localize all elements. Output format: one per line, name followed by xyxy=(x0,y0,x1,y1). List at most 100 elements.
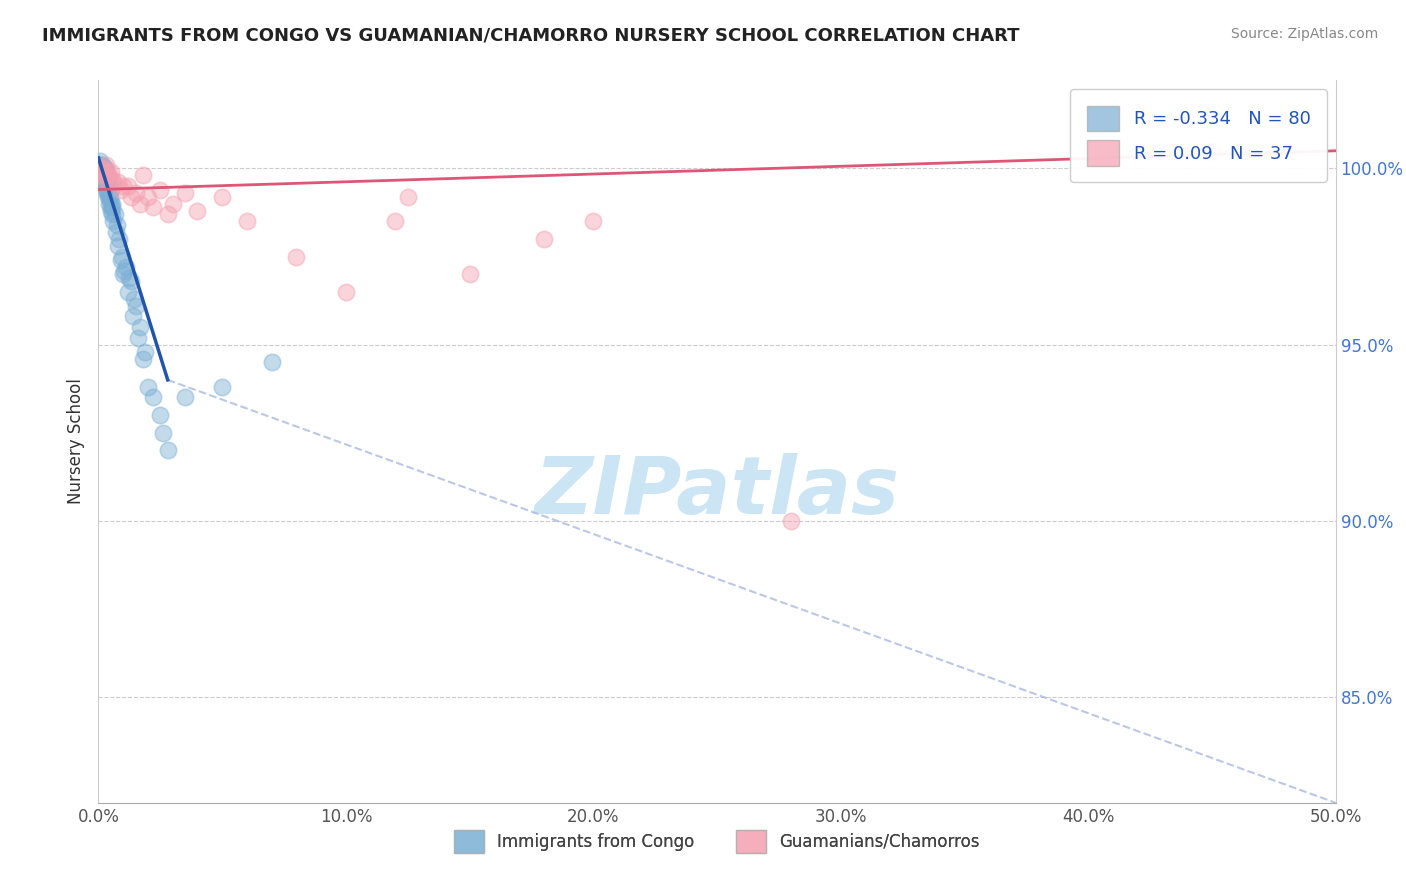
Point xyxy=(93,169,115,183)
Point xyxy=(396,189,419,203)
Point xyxy=(211,380,233,394)
Point xyxy=(93,176,115,190)
Point xyxy=(93,172,115,186)
Point xyxy=(101,172,124,186)
Point xyxy=(132,351,155,366)
Point xyxy=(103,214,125,228)
Point xyxy=(98,196,121,211)
Point xyxy=(101,196,124,211)
Point xyxy=(335,285,357,299)
Point xyxy=(124,292,146,306)
Point xyxy=(90,165,112,179)
Point xyxy=(780,514,803,528)
Point xyxy=(108,232,131,246)
Point xyxy=(152,425,174,440)
Point xyxy=(156,443,179,458)
Point xyxy=(93,165,115,179)
Point xyxy=(89,158,111,172)
Point xyxy=(89,161,111,176)
Point xyxy=(136,189,159,203)
Point xyxy=(96,172,118,186)
Point xyxy=(100,182,122,196)
Text: Source: ZipAtlas.com: Source: ZipAtlas.com xyxy=(1230,27,1378,41)
Point xyxy=(117,179,139,194)
Point xyxy=(142,200,165,214)
Point xyxy=(90,161,112,176)
Point xyxy=(90,165,112,179)
Point xyxy=(94,176,117,190)
Point xyxy=(156,207,179,221)
Point xyxy=(91,158,114,172)
Point xyxy=(103,207,125,221)
Point xyxy=(149,182,172,196)
Point xyxy=(97,182,120,196)
Point xyxy=(97,186,120,200)
Point xyxy=(112,263,135,277)
Point xyxy=(117,285,139,299)
Point xyxy=(124,299,146,313)
Point xyxy=(98,193,121,207)
Point xyxy=(285,250,308,264)
Point xyxy=(111,250,134,264)
Point xyxy=(96,179,118,194)
Point xyxy=(149,408,172,422)
Point xyxy=(533,232,555,246)
Point xyxy=(96,182,118,196)
Point xyxy=(129,320,152,334)
Point xyxy=(93,165,115,179)
Text: ZIPatlas: ZIPatlas xyxy=(534,453,900,531)
Point xyxy=(458,267,481,281)
Point xyxy=(100,203,122,218)
Point xyxy=(90,169,112,183)
Point xyxy=(94,169,117,183)
Point xyxy=(98,189,121,203)
Point xyxy=(90,165,112,179)
Point xyxy=(132,169,155,183)
Point xyxy=(94,176,117,190)
Point xyxy=(120,189,142,203)
Point xyxy=(93,169,115,183)
Point xyxy=(211,189,233,203)
Point xyxy=(101,200,124,214)
Point xyxy=(91,161,114,176)
Point xyxy=(105,218,128,232)
Point xyxy=(91,169,114,183)
Point xyxy=(384,214,406,228)
Text: IMMIGRANTS FROM CONGO VS GUAMANIAN/CHAMORRO NURSERY SCHOOL CORRELATION CHART: IMMIGRANTS FROM CONGO VS GUAMANIAN/CHAMO… xyxy=(42,27,1019,45)
Point xyxy=(97,186,120,200)
Point xyxy=(94,179,117,194)
Point xyxy=(129,196,152,211)
Point xyxy=(91,169,114,183)
Point xyxy=(90,161,112,176)
Legend: Immigrants from Congo, Guamanians/Chamorros: Immigrants from Congo, Guamanians/Chamor… xyxy=(440,816,994,867)
Y-axis label: Nursery School: Nursery School xyxy=(66,378,84,505)
Point xyxy=(89,161,111,176)
Point xyxy=(174,186,197,200)
Point xyxy=(93,161,115,176)
Point xyxy=(93,172,115,186)
Point xyxy=(91,161,114,176)
Point xyxy=(124,186,146,200)
Point xyxy=(100,200,122,214)
Point xyxy=(120,274,142,288)
Point xyxy=(101,207,124,221)
Point xyxy=(89,161,111,176)
Point xyxy=(90,165,112,179)
Point xyxy=(97,165,120,179)
Point xyxy=(1201,144,1223,158)
Point xyxy=(97,189,120,203)
Point xyxy=(174,391,197,405)
Point xyxy=(93,172,115,186)
Point xyxy=(98,176,121,190)
Point xyxy=(94,179,117,194)
Point xyxy=(91,165,114,179)
Point xyxy=(127,330,149,344)
Point xyxy=(89,158,111,172)
Point xyxy=(122,310,145,324)
Point xyxy=(134,344,156,359)
Point xyxy=(107,176,129,190)
Point xyxy=(118,270,141,285)
Point xyxy=(94,165,117,179)
Point xyxy=(91,169,114,183)
Point xyxy=(236,214,259,228)
